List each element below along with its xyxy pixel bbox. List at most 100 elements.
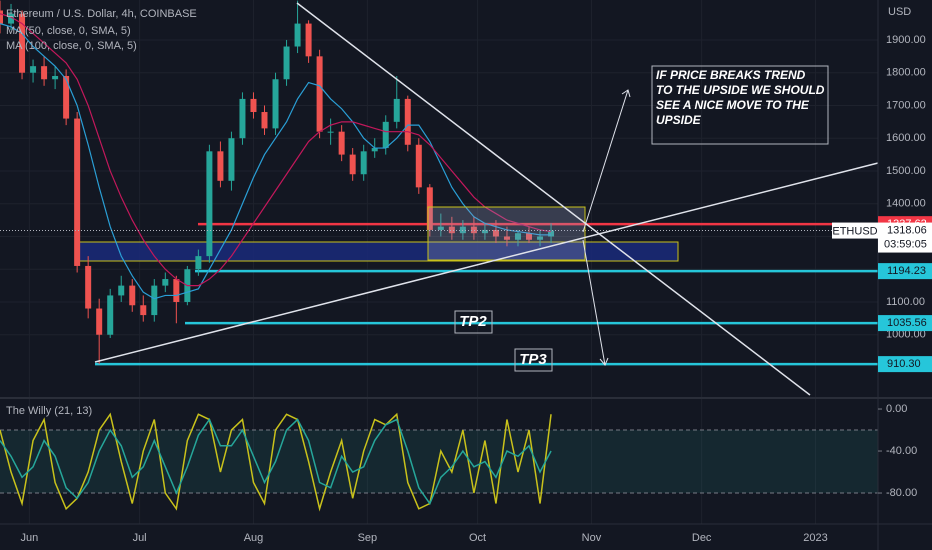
drawings — [76, 241, 679, 262]
candle-body — [206, 151, 213, 257]
tp-label: TP2 — [459, 313, 487, 330]
candle-body — [107, 295, 114, 335]
arrow-up — [582, 89, 629, 233]
candle-body — [217, 151, 224, 181]
drawings-top: IF PRICE BREAKS TREND TO THE UPSIDE WE S… — [94, 2, 879, 396]
candle-body — [360, 151, 367, 175]
candle-body — [338, 131, 345, 155]
candle-body — [481, 229, 488, 234]
note-line: IF PRICE BREAKS TREND — [656, 68, 806, 82]
arrow-head — [621, 89, 631, 98]
trend-line-down — [296, 2, 811, 396]
candle-body — [448, 226, 455, 234]
candle-body — [162, 279, 169, 286]
x-tick-label: Sep — [358, 532, 378, 544]
tp-box — [514, 348, 553, 372]
note-box — [651, 65, 829, 145]
y-tick-label: 1900.00 — [886, 34, 926, 46]
currency-label: USD — [888, 6, 911, 18]
y-tick-label: 1600.00 — [886, 132, 926, 144]
candle-body — [118, 285, 125, 296]
level-tag — [878, 315, 932, 332]
tp-label: TP3 — [519, 351, 547, 368]
x-tick-label: Jul — [133, 532, 147, 544]
candle-body — [52, 75, 59, 80]
candle-body — [30, 66, 37, 73]
line — [0, 412, 552, 512]
x-tick-label: Dec — [692, 532, 712, 544]
line — [0, 23, 552, 300]
y-tick-label: 0.00 — [886, 403, 907, 415]
candle-body — [140, 305, 147, 316]
y-tick-label: -80.00 — [886, 487, 917, 499]
countdown-label: 03:59:05 — [884, 238, 927, 250]
x-tick-label: Jun — [21, 532, 39, 544]
candle-body — [371, 148, 378, 152]
candle-body — [349, 154, 356, 175]
candle-body — [250, 98, 257, 113]
trend-line-up — [94, 162, 879, 363]
oscillator-title: The Willy (21, 13) — [6, 405, 92, 417]
candle-body — [492, 229, 499, 237]
candle-body — [85, 265, 92, 309]
candle-body — [382, 121, 389, 149]
candle-body — [129, 285, 136, 306]
candle-body — [459, 226, 466, 234]
candle-body — [470, 226, 477, 234]
candle-body — [548, 230, 555, 237]
note-line: TO THE UPSIDE WE SHOULD — [656, 83, 825, 97]
y-tick-label: -40.00 — [886, 445, 917, 457]
candle-body — [173, 279, 180, 302]
candle-body — [19, 13, 26, 73]
price-tag — [878, 222, 932, 253]
candle-body — [239, 98, 246, 139]
line — [0, 13, 552, 287]
x-tick-label: Nov — [582, 532, 602, 544]
candle-body — [437, 226, 444, 230]
symbol-label: ETHUSD — [832, 225, 877, 237]
y-tick-label: 1500.00 — [886, 165, 926, 177]
note-line: UPSIDE — [656, 113, 702, 127]
candle-body — [272, 79, 279, 129]
x-tick-label: Oct — [469, 532, 486, 544]
candle-body — [261, 112, 268, 129]
legend-entry: MA (50, close, 0, SMA, 5) — [6, 25, 131, 37]
chart-title: Ethereum / U.S. Dollar, 4h, COINBASE — [6, 8, 197, 20]
candle-body — [415, 144, 422, 188]
line — [0, 417, 552, 506]
candle-body — [283, 46, 290, 80]
candle-body — [0, 10, 3, 24]
zone-box — [76, 241, 679, 262]
candle-body — [294, 23, 301, 47]
y-tick-label: 1800.00 — [886, 67, 926, 79]
candle-body — [393, 98, 400, 122]
tp-box — [454, 310, 493, 334]
plot — [0, 0, 878, 512]
candle-body — [514, 233, 521, 240]
y-tick-label: 1000.00 — [886, 329, 926, 341]
y-tick-label: 1400.00 — [886, 198, 926, 210]
x-tick-label: 2023 — [803, 532, 827, 544]
legend-entry: MA (100, close, 0, SMA, 5) — [6, 40, 137, 52]
arrow-down — [582, 239, 606, 366]
candle-body — [151, 285, 158, 316]
candle-body — [74, 118, 81, 266]
level-tag — [878, 263, 932, 280]
candle-body — [404, 98, 411, 145]
symbol-tag — [832, 222, 878, 239]
candle-body — [63, 75, 70, 119]
y-tick-label: 1700.00 — [886, 99, 926, 111]
level-tag — [878, 356, 932, 373]
candle-body — [305, 23, 312, 57]
candle-body — [8, 13, 15, 24]
candle-body — [327, 131, 334, 133]
price-label: 1318.06 — [887, 224, 927, 236]
arrow-head — [599, 357, 609, 366]
candle-body — [537, 236, 544, 240]
level-label: 1035.56 — [887, 317, 927, 329]
y-tick-label: 1100.00 — [886, 296, 925, 308]
candle-body — [503, 236, 510, 240]
